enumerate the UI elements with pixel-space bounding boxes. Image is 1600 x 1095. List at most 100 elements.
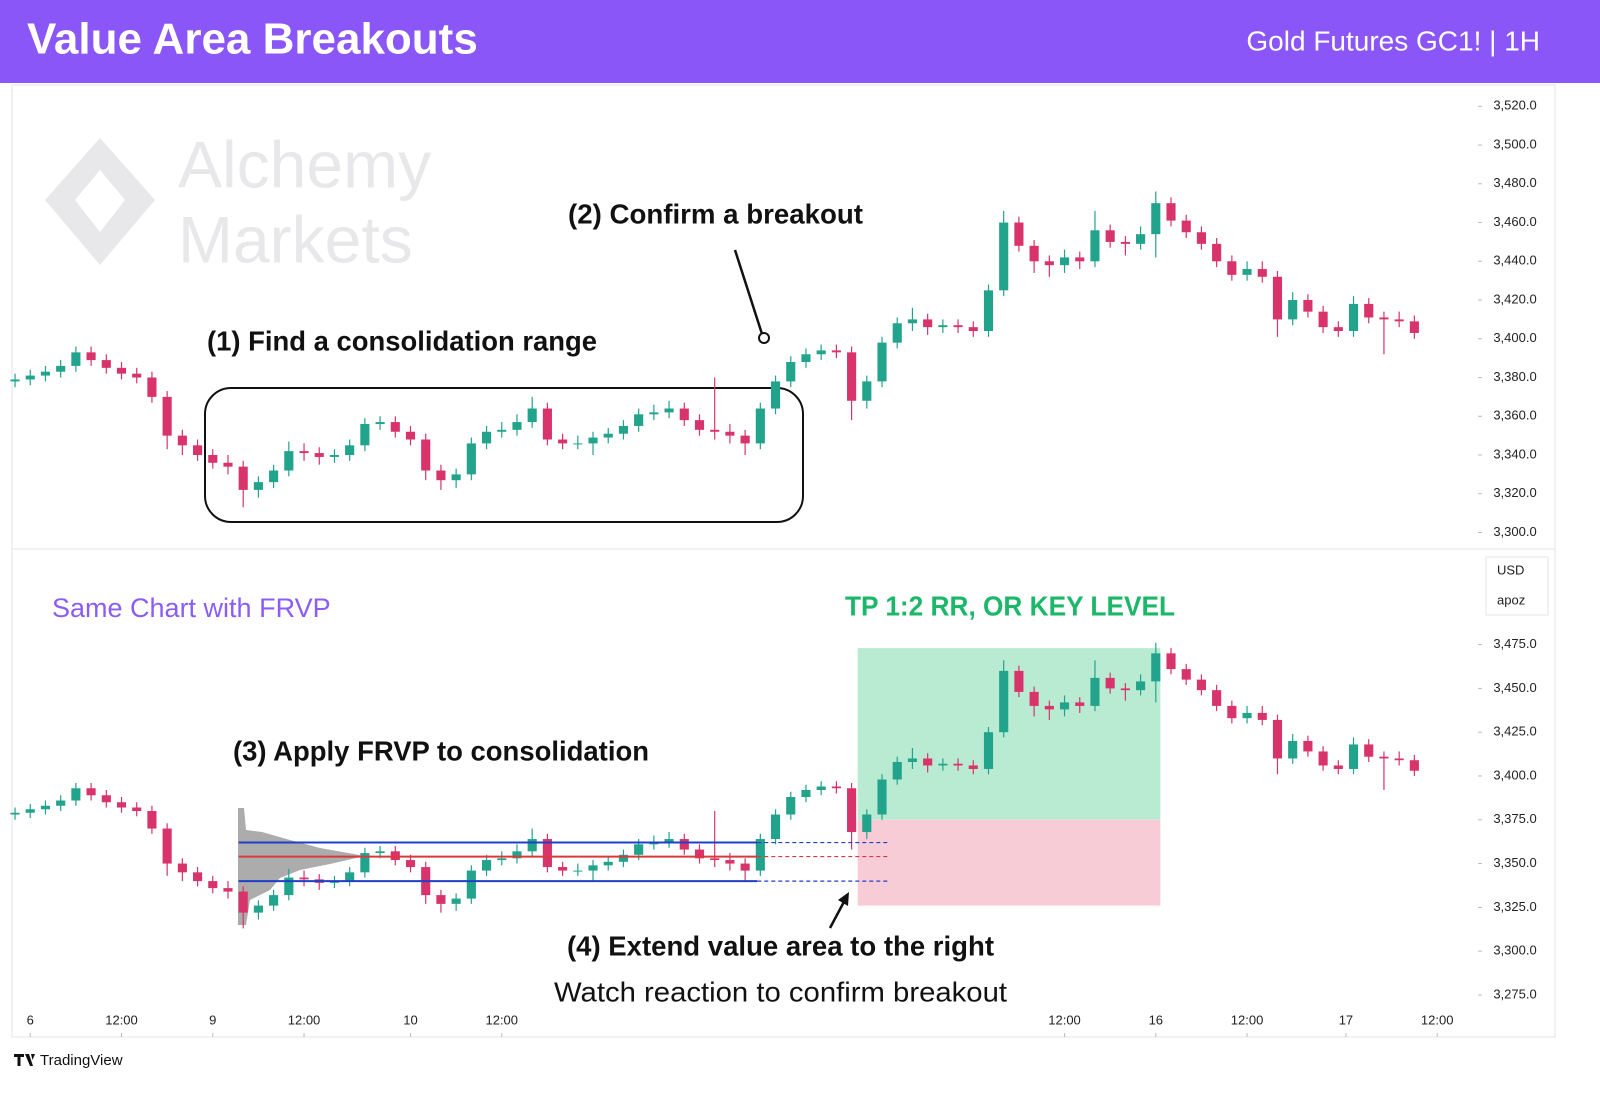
x-tick-label: 6 bbox=[27, 1012, 34, 1027]
candle-body bbox=[1394, 319, 1404, 322]
candle-body bbox=[649, 412, 659, 415]
candle-body bbox=[162, 396, 172, 436]
candle-body bbox=[405, 860, 416, 868]
candle-body bbox=[1272, 276, 1283, 320]
candle-body bbox=[968, 765, 978, 769]
candle-body bbox=[679, 839, 689, 850]
candle-body bbox=[1409, 321, 1419, 333]
x-tick-label: 12:00 bbox=[1421, 1012, 1454, 1027]
candle-body bbox=[831, 350, 841, 353]
candle-body bbox=[40, 371, 51, 376]
candle-body bbox=[816, 786, 826, 790]
candle-body bbox=[269, 895, 279, 906]
candle-body bbox=[299, 451, 309, 454]
candle-body bbox=[527, 408, 537, 423]
tv-logo bbox=[14, 1054, 35, 1066]
tp-label: TP 1:2 RR, OR KEY LEVEL bbox=[845, 590, 1175, 621]
y-tick-label: 3,380.0 bbox=[1493, 369, 1536, 384]
x-tick-label: 12:00 bbox=[1048, 1012, 1081, 1027]
candle-body bbox=[1303, 300, 1313, 312]
candle-body bbox=[542, 839, 552, 868]
candle-body bbox=[40, 805, 51, 810]
candle-body bbox=[1272, 719, 1283, 759]
candle-body bbox=[618, 854, 629, 862]
candle-body bbox=[299, 877, 309, 880]
candle-body bbox=[1059, 702, 1070, 710]
volume-profile bbox=[238, 808, 365, 925]
y-tick-label: 3,460.0 bbox=[1493, 214, 1536, 229]
candle-body bbox=[694, 420, 705, 430]
candle-body bbox=[390, 422, 400, 432]
candle-body bbox=[679, 408, 689, 421]
candle-body bbox=[1029, 245, 1039, 262]
candle-body bbox=[314, 453, 324, 457]
candle-body bbox=[436, 470, 446, 481]
candle-body bbox=[710, 858, 720, 861]
candle-body bbox=[1044, 261, 1054, 266]
candle-body bbox=[466, 870, 476, 899]
candle-body bbox=[892, 761, 902, 780]
consolidation-box bbox=[204, 387, 804, 523]
candle-body bbox=[664, 839, 674, 843]
y-tick-label: 3,425.0 bbox=[1493, 724, 1536, 739]
candle-body bbox=[558, 439, 568, 444]
candle-body bbox=[618, 425, 629, 434]
candle-body bbox=[101, 795, 111, 803]
candle-body bbox=[1166, 653, 1176, 670]
candle-body bbox=[1333, 765, 1343, 769]
candle-body bbox=[56, 365, 66, 372]
candle-body bbox=[71, 352, 81, 366]
candle-body bbox=[725, 860, 735, 864]
y-tick-label: 3,300.0 bbox=[1493, 524, 1536, 539]
candle-body bbox=[1409, 760, 1419, 771]
candle-body bbox=[847, 352, 857, 401]
candle-body bbox=[786, 362, 796, 382]
candle-body bbox=[1120, 241, 1130, 244]
watermark-text: Markets bbox=[178, 202, 413, 276]
candle-body bbox=[56, 800, 66, 806]
candle-body bbox=[1257, 712, 1267, 720]
candle-body bbox=[253, 482, 263, 490]
candle-body bbox=[10, 812, 20, 815]
y-tick-label: 3,360.0 bbox=[1493, 408, 1536, 423]
candle-body bbox=[542, 408, 552, 440]
axis-badge bbox=[1485, 556, 1549, 616]
candle-body bbox=[1136, 234, 1146, 244]
candle-body bbox=[162, 828, 172, 864]
candle-body bbox=[923, 758, 933, 766]
candle-body bbox=[25, 809, 35, 813]
footer-brand: TradingView bbox=[40, 1052, 123, 1069]
candle-body bbox=[725, 431, 735, 436]
annotation: (3) Apply FRVP to consolidation bbox=[233, 735, 649, 766]
watermark-logo bbox=[45, 138, 155, 265]
y-tick-label: 3,475.0 bbox=[1493, 636, 1536, 651]
y-tick-label: 3,400.0 bbox=[1493, 767, 1536, 782]
candle-body bbox=[177, 863, 187, 873]
candle-body bbox=[862, 814, 872, 833]
y-tick-label: 3,375.0 bbox=[1493, 811, 1536, 826]
annotation: Watch reaction to confirm breakout bbox=[554, 976, 1007, 1007]
candle-body bbox=[573, 870, 583, 872]
candle-body bbox=[816, 350, 826, 355]
candle-body bbox=[223, 462, 233, 467]
candle-body bbox=[938, 763, 948, 766]
candle-body bbox=[938, 325, 948, 328]
candle-body bbox=[451, 898, 461, 904]
y-tick-label: 3,340.0 bbox=[1493, 446, 1536, 461]
candle-body bbox=[177, 435, 187, 446]
candle-body bbox=[1059, 257, 1070, 266]
candle-body bbox=[1212, 243, 1222, 262]
candle-body bbox=[101, 360, 111, 368]
candle-body bbox=[1105, 230, 1115, 242]
candle-body bbox=[847, 788, 857, 833]
candle-body bbox=[1379, 756, 1389, 759]
x-tick-label: 10 bbox=[403, 1012, 417, 1027]
candle-body bbox=[497, 858, 507, 861]
x-tick-label: 17 bbox=[1339, 1012, 1353, 1027]
candle-body bbox=[1090, 230, 1100, 262]
candle-body bbox=[375, 851, 385, 854]
x-tick-label: 12:00 bbox=[288, 1012, 321, 1027]
candle-body bbox=[1348, 303, 1359, 332]
candle-body bbox=[603, 861, 613, 866]
chart-frame bbox=[11, 84, 1556, 1038]
